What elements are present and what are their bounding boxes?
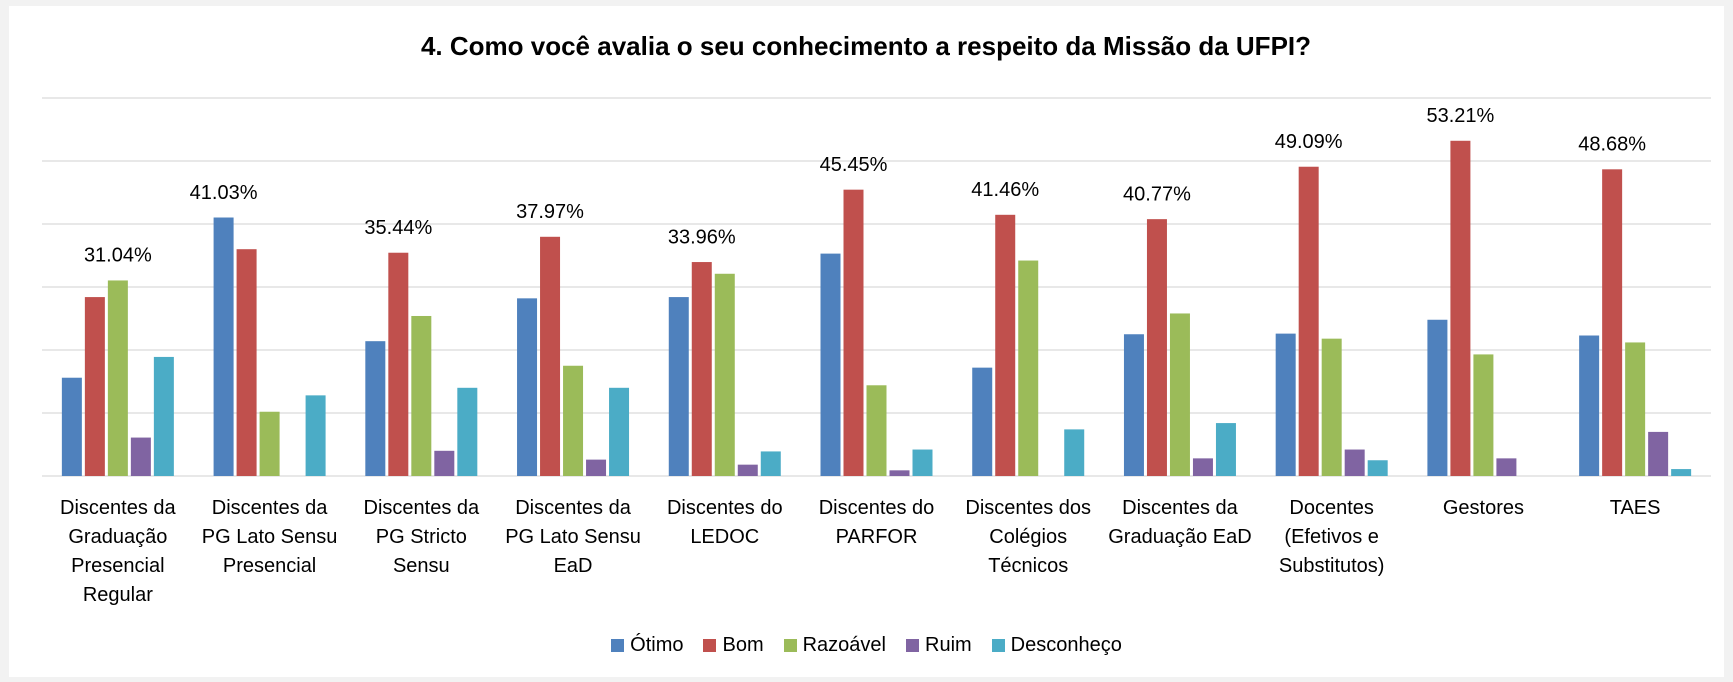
- legend-label: Ruim: [925, 634, 972, 656]
- legend-label: Desconheço: [1010, 634, 1122, 656]
- bar: [1192, 458, 1213, 476]
- bar: [714, 273, 735, 476]
- bar: [1602, 169, 1623, 477]
- bar: [259, 411, 280, 476]
- bar: [365, 341, 386, 476]
- bar: [760, 451, 781, 476]
- bar: [1169, 313, 1190, 476]
- x-tick-label: Discentes do PARFOR: [818, 497, 935, 548]
- bar: [1496, 458, 1517, 476]
- data-label: 49.09%: [1275, 131, 1343, 153]
- legend-label: Ótimo: [630, 634, 684, 656]
- bar: [1473, 354, 1494, 476]
- bar: [1625, 342, 1646, 476]
- bar: [1427, 319, 1448, 476]
- bar: [411, 315, 432, 476]
- data-label: 35.44%: [364, 217, 432, 239]
- legend-entry: Desconheço: [991, 634, 1122, 657]
- x-tick-label: Discentes da Graduação Presencial Regula…: [60, 497, 176, 606]
- bar: [213, 217, 234, 477]
- legend: Ótimo Bom Razoável Ruim Desconheço: [0, 634, 1733, 657]
- legend-entry: Bom: [703, 634, 764, 657]
- x-tick-label: Gestores: [1442, 497, 1524, 519]
- legend-swatch: [611, 639, 625, 652]
- bar: [1671, 469, 1692, 476]
- bar: [995, 214, 1016, 476]
- bar: [434, 450, 455, 476]
- bar: [236, 249, 257, 476]
- bar: [1579, 335, 1600, 476]
- data-label: 40.77%: [1123, 183, 1191, 205]
- data-label: 41.03%: [190, 182, 258, 204]
- bar: [1064, 429, 1085, 476]
- data-label: 45.45%: [820, 154, 888, 176]
- bar: [912, 449, 933, 476]
- bar: [1123, 334, 1144, 476]
- data-label: 41.46%: [971, 179, 1039, 201]
- bar: [820, 253, 841, 476]
- bar: [84, 297, 105, 476]
- data-label: 31.04%: [84, 245, 152, 267]
- bar: [1275, 333, 1296, 476]
- bar: [609, 387, 630, 476]
- x-tick-label: Discentes do LEDOC: [666, 497, 783, 548]
- bar: [153, 356, 174, 476]
- data-label: 33.96%: [668, 226, 736, 248]
- bar: [737, 464, 758, 476]
- bar: [972, 367, 993, 476]
- bar: [1146, 219, 1167, 477]
- bar: [61, 377, 82, 476]
- bar: [107, 280, 128, 476]
- bar: [586, 459, 607, 476]
- bar: [1298, 166, 1319, 476]
- legend-swatch: [783, 639, 797, 652]
- bar: [563, 365, 584, 476]
- legend-entry: Ruim: [906, 634, 972, 657]
- legend-label: Razoável: [802, 634, 886, 656]
- bar: [517, 298, 538, 476]
- legend-entry: Ótimo: [611, 634, 683, 657]
- bar: [130, 437, 151, 476]
- bar: [457, 387, 478, 476]
- bar: [1344, 449, 1365, 476]
- bar: [1321, 338, 1342, 476]
- bar: [1018, 260, 1039, 476]
- bar: [1367, 460, 1388, 476]
- legend-entry: Razoável: [783, 634, 886, 657]
- legend-swatch: [991, 639, 1005, 652]
- x-tick-label: Docentes (Efetivos e Substitutos): [1278, 497, 1385, 577]
- legend-swatch: [703, 639, 717, 652]
- bar: [540, 236, 561, 476]
- bar: [388, 252, 409, 476]
- data-label: 48.68%: [1578, 134, 1646, 156]
- bar: [668, 297, 689, 476]
- bar: [1648, 431, 1669, 476]
- legend-swatch: [906, 639, 919, 652]
- x-tick-label: Discentes da PG Lato Sensu EaD: [505, 497, 641, 577]
- bar: [866, 385, 887, 476]
- bar: [1450, 140, 1471, 477]
- x-tick-label: Discentes da Graduação EaD: [1108, 497, 1252, 548]
- bar: [305, 395, 326, 476]
- bar: [889, 470, 910, 476]
- data-label: 37.97%: [516, 201, 584, 223]
- x-tick-label: Discentes dos Colégios Técnicos: [965, 497, 1092, 577]
- x-tick-label: TAES: [1609, 497, 1661, 519]
- x-tick-label: Discentes da PG Lato Sensu Presencial: [201, 497, 338, 577]
- bar: [691, 262, 712, 476]
- data-label: 53.21%: [1426, 105, 1494, 127]
- legend-label: Bom: [722, 634, 764, 656]
- bar: [843, 189, 864, 477]
- x-tick-label: Discentes da PG Stricto Sensu: [363, 497, 480, 577]
- bar: [1215, 423, 1236, 476]
- chart-title: 4. Como você avalia o seu conhecimento a…: [421, 31, 1311, 61]
